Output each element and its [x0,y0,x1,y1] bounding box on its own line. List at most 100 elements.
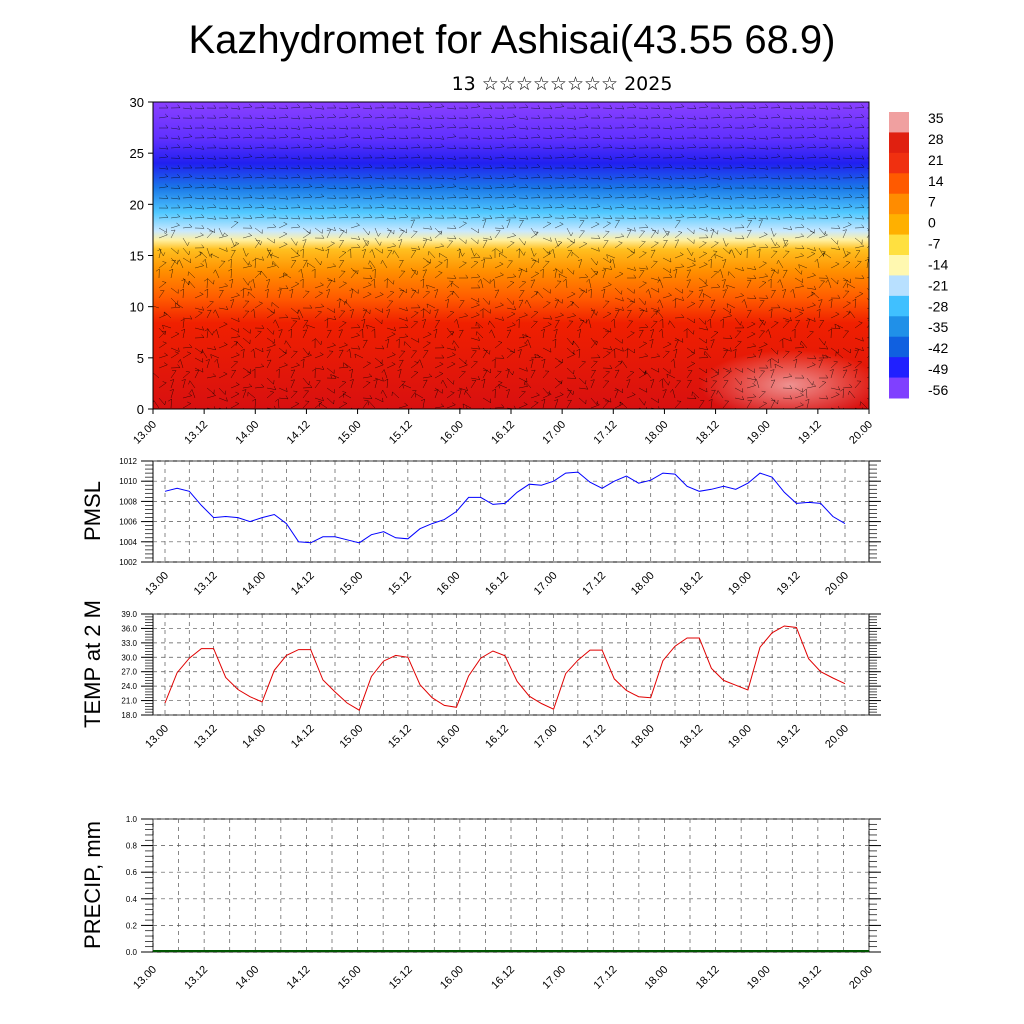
colorbar-swatch [889,295,909,317]
y-tick-label: 0.0 [126,948,138,957]
colorbar-swatch [889,336,909,358]
cross-x-tick-label: 18.12 [694,419,722,447]
colorbar-swatch [889,377,909,399]
y-tick-label: 0.8 [126,842,138,851]
cross-y-tick-label: 30 [130,95,144,110]
y-tick-label: 1002 [119,558,137,567]
y-tick-label: 36.0 [121,624,137,633]
cross-x-tick-label: 16.12 [489,419,517,447]
y-tick-label: 1012 [119,457,137,466]
precip-ylabel: PRECIP, mm [80,821,105,949]
cross-y-tick-label: 25 [130,146,144,161]
x-tick-label: 14.12 [289,723,317,751]
colorbar-label: 0 [928,215,936,231]
pmsl-x-axis: 13.00 13.12 14.00 14.12 15.00 15.12 16.00 16.12… [143,570,851,598]
colorbar-swatch [889,193,909,215]
cross-x-tick-label: 16.00 [438,419,466,447]
cross-x-tick-label: 19.00 [745,419,773,447]
x-tick-label: 15.12 [386,570,414,598]
y-tick-label: 0.6 [126,868,138,877]
colorbar-label: 35 [928,110,944,126]
y-tick-label: 1006 [119,518,137,527]
y-tick-label: 30.0 [121,653,137,662]
colorbar-label: -14 [928,256,948,272]
x-tick-label: 18.00 [629,570,657,598]
temp-panel: 18.021.024.027.030.033.036.039.0 13.00 13… [80,600,881,751]
x-tick-label: 18.00 [629,723,657,751]
x-tick-label: 16.00 [435,570,463,598]
precip-x-axis: 13.00 13.12 14.00 14.12 15.00 15.12 16.00 16.12… [131,964,875,992]
colorbar-label: 14 [928,173,944,189]
colorbar-swatch [889,316,909,338]
colorbar-label: -56 [928,382,948,398]
colorbar-label: 21 [928,152,944,168]
x-tick-label: 15.12 [386,723,414,751]
x-tick-label: 20.00 [823,570,851,598]
y-tick-label: 21.0 [121,697,137,706]
precip-panel: 0.0 0.2 0.4 0.6 0.8 1.0 13.00 13.12 14.00 14.12 1… [80,815,881,992]
pmsl-series-line [164,471,846,544]
pmsl-ylabel: PMSL [80,481,105,541]
cross-y-tick-label: 15 [130,249,144,264]
x-tick-label: 16.00 [435,723,463,751]
temp-ylabel: TEMP at 2 M [80,600,105,728]
temp-y-axis: 18.0 21.0 24.0 27.0 30.0 33.0 36.0 39.0 [121,610,881,720]
x-tick-label: 13.00 [131,964,159,992]
x-tick-label: 15.00 [337,723,365,751]
x-tick-label: 17.12 [580,570,608,598]
x-tick-label: 15.12 [387,964,415,992]
y-tick-label: 1008 [119,497,137,506]
pmsl-y-axis: 1002 1004 1006 1008 1010 1012 [119,457,881,567]
precip-grid [152,818,870,953]
x-tick-label: 14.00 [240,570,268,598]
pmsl-grid [153,460,869,563]
y-tick-label: 18.0 [121,711,137,720]
colorbar-swatch [889,152,909,174]
precip-y-axis: 0.0 0.2 0.4 0.6 0.8 1.0 [126,815,881,957]
cross-x-tick-label: 13.12 [182,419,210,447]
x-tick-label: 20.00 [847,964,875,992]
y-tick-label: 0.2 [126,921,138,930]
x-tick-label: 13.00 [143,570,171,598]
cross-x-axis: 13.00 13.12 14.00 14.12 15.00 15.12 16.00 16.12… [131,409,875,447]
x-tick-label: 16.12 [483,570,511,598]
colorbar-swatch [889,132,909,154]
y-tick-label: 1.0 [126,815,138,824]
x-tick-label: 19.12 [775,723,803,751]
cross-x-tick-label: 19.12 [796,419,824,447]
x-tick-label: 15.00 [337,570,365,598]
colorbar-label: -35 [928,319,948,335]
x-tick-label: 18.00 [643,964,671,992]
x-tick-label: 18.12 [677,723,705,751]
x-tick-label: 14.12 [285,964,313,992]
x-tick-label: 17.12 [591,964,619,992]
cross-x-tick-label: 18.00 [643,419,671,447]
x-tick-label: 16.12 [483,723,511,751]
y-tick-label: 1004 [119,538,137,547]
temp-x-axis: 13.00 13.12 14.00 14.12 15.00 15.12 16.00 16.12… [143,723,851,751]
cross-y-tick-label: 20 [130,197,144,212]
x-tick-label: 13.00 [143,723,171,751]
x-tick-label: 16.12 [489,964,517,992]
x-tick-label: 13.12 [192,723,220,751]
y-tick-label: 0.4 [126,895,138,904]
cross-x-tick-label: 17.00 [540,419,568,447]
temp-grid [153,613,869,716]
colorbar-label: -28 [928,298,948,314]
cross-x-tick-label: 15.00 [336,419,364,447]
y-tick-label: 27.0 [121,668,137,677]
y-tick-label: 39.0 [121,610,137,619]
cross-x-tick-label: 14.00 [233,419,261,447]
colorbar-swatch [889,255,909,276]
colorbar-label: -21 [928,277,948,293]
colorbar-label: 28 [928,131,944,147]
hotspot-area [700,350,869,409]
cross-y-tick-label: 0 [137,402,144,417]
cross-y-tick-label: 10 [130,300,144,315]
x-tick-label: 17.12 [580,723,608,751]
colorbar-swatch [889,275,909,297]
wind-barbs [153,103,869,409]
x-tick-label: 18.12 [677,570,705,598]
cross-x-tick-label: 15.12 [387,419,415,447]
cross-y-axis: 0 5 10 15 20 25 30 [130,95,153,417]
